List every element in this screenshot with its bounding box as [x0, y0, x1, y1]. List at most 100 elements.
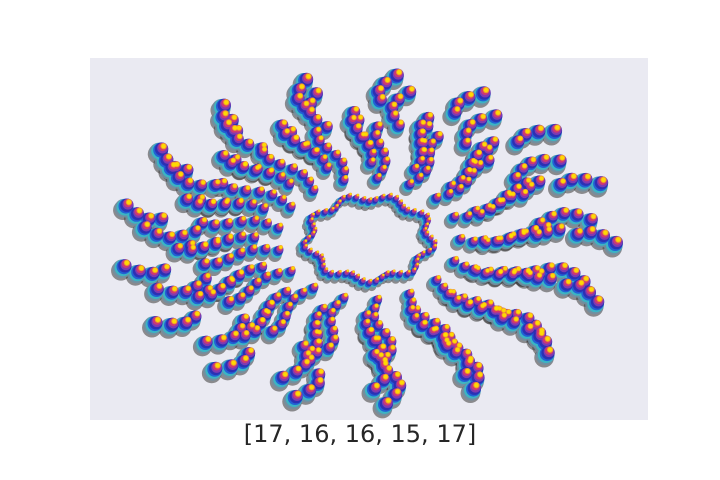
dot-mark	[561, 179, 566, 183]
dot-mark	[512, 270, 516, 274]
dot-mark	[468, 356, 473, 361]
dot-mark	[470, 120, 475, 124]
dot-mark	[239, 198, 244, 202]
dot-mark	[430, 148, 434, 152]
dot-mark	[201, 180, 206, 185]
dot-mark	[428, 112, 433, 117]
dot-mark	[398, 94, 403, 99]
dot-mark	[356, 194, 359, 197]
dot-mark	[424, 312, 429, 317]
dot-mark	[426, 231, 429, 233]
dot-mark	[171, 162, 176, 167]
dot-mark	[237, 134, 242, 139]
dot-mark	[198, 199, 203, 203]
dot-mark	[378, 295, 381, 299]
dot-mark	[354, 106, 359, 111]
dot-mark	[332, 207, 335, 210]
dot-mark	[313, 231, 316, 233]
dot-mark	[468, 168, 472, 172]
dot-mark	[352, 270, 355, 273]
dot-mark	[149, 213, 154, 218]
dot-mark	[431, 139, 436, 143]
dot-mark	[537, 273, 542, 277]
dot-mark	[318, 209, 321, 212]
dot-mark	[232, 125, 238, 130]
dot-mark	[312, 212, 315, 215]
dot-mark	[465, 368, 470, 374]
dot-mark	[316, 88, 321, 93]
dot-mark	[137, 208, 142, 213]
dot-mark	[339, 270, 342, 273]
dot-mark	[391, 345, 395, 350]
dot-mark	[517, 184, 521, 188]
dot-mark	[455, 107, 460, 111]
dot-mark	[216, 179, 220, 184]
dot-mark	[331, 308, 336, 312]
dot-mark	[385, 77, 390, 83]
dot-mark	[246, 185, 250, 190]
dot-mark	[186, 286, 191, 291]
dot-mark	[208, 285, 213, 290]
dot-mark	[516, 266, 521, 271]
dot-mark	[546, 222, 551, 227]
dot-mark	[272, 326, 277, 330]
dot-mark	[269, 154, 274, 159]
dot-mark	[241, 232, 246, 236]
dot-mark	[502, 313, 507, 317]
dot-mark	[216, 237, 220, 242]
dot-mark	[366, 319, 370, 323]
dot-mark	[310, 346, 315, 351]
dot-mark	[431, 235, 434, 237]
dot-mark	[370, 197, 372, 200]
dot-mark	[387, 270, 390, 273]
dot-mark	[281, 172, 285, 177]
dot-mark	[250, 323, 255, 327]
dot-mark	[468, 92, 474, 97]
dot-mark	[488, 203, 492, 208]
dot-mark	[566, 279, 571, 284]
dot-mark	[244, 314, 249, 319]
dot-mark	[496, 110, 501, 115]
dot-mark	[616, 237, 621, 242]
dot-mark	[550, 273, 555, 278]
dot-mark	[314, 185, 318, 189]
dot-mark	[414, 208, 417, 211]
dot-mark	[452, 181, 456, 185]
dot-mark	[262, 143, 267, 147]
dot-mark	[304, 341, 308, 346]
dot-mark	[315, 147, 320, 152]
dot-mark	[466, 349, 471, 354]
dot-mark	[267, 218, 271, 223]
dot-mark	[384, 148, 388, 152]
dot-mark	[427, 121, 432, 126]
dot-mark	[486, 238, 490, 242]
dot-mark	[391, 336, 395, 341]
dot-mark	[346, 269, 349, 272]
dot-mark	[514, 317, 519, 321]
dot-mark	[416, 305, 420, 310]
dot-mark	[397, 70, 402, 75]
dot-mark	[415, 313, 419, 317]
dot-mark	[331, 270, 334, 273]
dot-mark	[231, 158, 236, 163]
dot-mark	[564, 208, 569, 213]
dot-mark	[467, 177, 471, 181]
dot-mark	[381, 344, 386, 349]
dot-mark	[186, 317, 191, 322]
dot-mark	[309, 177, 313, 181]
dot-mark	[321, 253, 324, 256]
dot-mark	[266, 272, 271, 276]
dot-mark	[308, 235, 311, 237]
dot-mark	[288, 302, 293, 306]
dot-mark	[294, 135, 298, 140]
dot-mark	[241, 293, 245, 297]
dot-mark	[369, 140, 373, 145]
dot-mark	[295, 391, 301, 396]
dot-mark	[437, 193, 441, 197]
dot-mark	[333, 326, 337, 330]
dot-mark	[584, 276, 589, 281]
dot-mark	[270, 168, 274, 172]
dot-mark	[452, 339, 457, 343]
dot-mark	[443, 283, 447, 287]
dot-mark	[315, 329, 319, 334]
